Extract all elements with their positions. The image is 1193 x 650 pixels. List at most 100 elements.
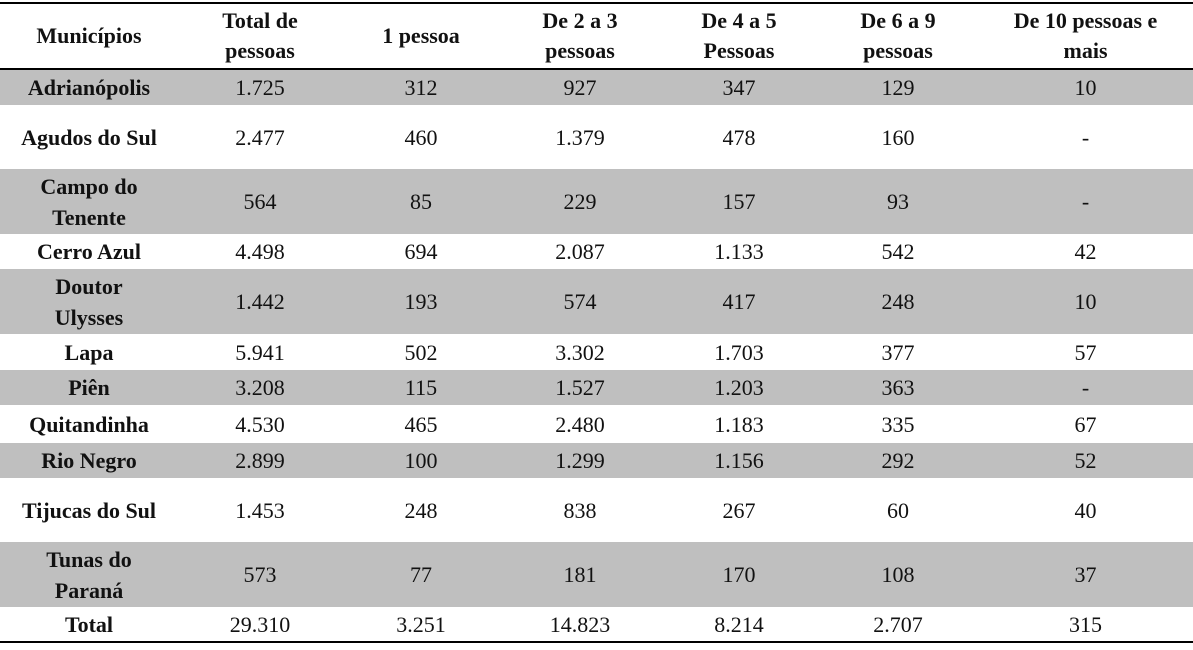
table-row: Rio Negro 2.899 100 1.299 1.156 292 52 — [0, 443, 1193, 478]
value-cell: 1.453 — [235, 497, 285, 523]
value-cell: 542 — [881, 239, 915, 264]
value-cell: 838 — [563, 497, 597, 523]
value-cell: 37 — [978, 542, 1193, 607]
value-cell: 2.707 — [873, 611, 923, 637]
municipality-name: Piên — [68, 375, 110, 400]
value-cell: 573 — [178, 542, 342, 607]
header-text: De 4 a 5 Pessoas — [701, 8, 777, 63]
municipality-cell: Campo do Tenente — [0, 169, 178, 234]
value-cell: 363 — [818, 370, 978, 405]
value-cell: 3.208 — [178, 370, 342, 405]
value-cell: 417 — [660, 269, 818, 334]
value-cell: 129 — [818, 69, 978, 105]
header-cell: De 6 a 9 pessoas — [818, 3, 978, 69]
value-cell: 1.725 — [178, 69, 342, 105]
value-cell: 1.133 — [714, 239, 764, 264]
municipality-name: Tunas do Paraná — [46, 546, 132, 603]
value-cell: 1.156 — [660, 443, 818, 478]
municipality-cell: Tunas do Paraná — [0, 542, 178, 607]
value-cell: 1.442 — [178, 269, 342, 334]
value-cell: 267 — [722, 497, 756, 523]
value-cell: 2.477 — [235, 124, 285, 150]
value-cell: 694 — [404, 239, 438, 264]
value-cell: 478 — [722, 124, 756, 150]
header-text: De 6 a 9 pessoas — [860, 8, 936, 63]
municipality-cell: Adrianópolis — [0, 69, 178, 105]
table-header: Municípios Total de pessoas 1 pessoa De 2 a… — [0, 3, 1193, 69]
value-cell: 52 — [978, 443, 1193, 478]
value-cell: 5.941 — [235, 339, 285, 365]
municipality-name: Agudos do Sul — [21, 124, 157, 150]
value-cell: 60 — [887, 497, 909, 523]
municipality-name: Lapa — [64, 339, 114, 365]
municipality-name: Campo do Tenente — [40, 173, 138, 230]
header-text: 1 pessoa — [382, 23, 460, 48]
municipality-cell: Agudos do Sul — [0, 105, 178, 169]
municipality-cell: Tijucas do Sul — [0, 478, 178, 542]
value-cell: 108 — [818, 542, 978, 607]
value-cell: 85 — [342, 169, 500, 234]
value-cell: 1.299 — [500, 443, 660, 478]
municipality-cell: Cerro Azul — [0, 234, 178, 269]
header-text: De 2 a 3 pessoas — [542, 8, 618, 63]
value-cell: 1.527 — [500, 370, 660, 405]
municipality-cell: Rio Negro — [0, 443, 178, 478]
table-row: Lapa 5.941 502 3.302 1.703 377 57 — [0, 334, 1193, 370]
value-cell: 3.251 — [396, 611, 446, 637]
table-row: Cerro Azul 4.498 694 2.087 1.133 542 42 — [0, 234, 1193, 269]
value-cell: 29.310 — [229, 611, 291, 637]
header-cell: De 4 a 5 Pessoas — [660, 3, 818, 69]
table-row: Total 29.310 3.251 14.823 8.214 2.707 315 — [0, 607, 1193, 642]
value-cell: 93 — [818, 169, 978, 234]
value-cell: 77 — [342, 542, 500, 607]
municipality-name: Doutor Ulysses — [54, 273, 124, 330]
value-cell: 14.823 — [549, 611, 611, 637]
value-cell: 465 — [404, 411, 438, 437]
value-cell: 57 — [1074, 339, 1097, 365]
value-cell: 347 — [660, 69, 818, 105]
value-cell: 100 — [342, 443, 500, 478]
value-cell: 2.480 — [555, 411, 605, 437]
value-cell: 1.379 — [555, 124, 605, 150]
value-cell: 8.214 — [714, 611, 764, 637]
header-cell: De 10 pessoas e mais — [978, 3, 1193, 69]
municipality-cell: Quitandinha — [0, 405, 178, 443]
table-row: Agudos do Sul 2.477 460 1.379 478 160 - — [0, 105, 1193, 169]
municipality-cell: Total — [0, 607, 178, 642]
value-cell: 4.498 — [235, 239, 285, 264]
header-text: Total de pessoas — [222, 8, 298, 63]
table-row: Adrianópolis 1.725 312 927 347 129 10 — [0, 69, 1193, 105]
value-cell: 115 — [342, 370, 500, 405]
value-cell: 2.087 — [555, 239, 605, 264]
value-cell: 193 — [342, 269, 500, 334]
value-cell: 335 — [881, 411, 915, 437]
header-text: Municípios — [36, 23, 142, 48]
municipality-name: Cerro Azul — [36, 239, 142, 264]
value-cell: 927 — [500, 69, 660, 105]
value-cell: 564 — [178, 169, 342, 234]
value-cell: 3.302 — [555, 339, 605, 365]
value-cell: 460 — [404, 124, 438, 150]
value-cell: 10 — [978, 269, 1193, 334]
value-cell: 377 — [881, 339, 915, 365]
header-cell: Municípios — [0, 3, 178, 69]
value-cell: 157 — [660, 169, 818, 234]
table-row: Doutor Ulysses 1.442 193 574 417 248 10 — [0, 269, 1193, 334]
value-cell: 312 — [342, 69, 500, 105]
value-cell: 1.183 — [714, 411, 764, 437]
value-cell: 170 — [660, 542, 818, 607]
value-cell: 42 — [1074, 239, 1097, 264]
value-cell: 248 — [404, 497, 438, 523]
municipality-name: Adrianópolis — [27, 75, 151, 100]
table-body: Adrianópolis 1.725 312 927 347 129 10 Agudos do… — [0, 69, 1193, 642]
value-cell: 292 — [818, 443, 978, 478]
header-cell: 1 pessoa — [342, 3, 500, 69]
value-cell: - — [978, 169, 1193, 234]
header-row: Municípios Total de pessoas 1 pessoa De 2 a… — [0, 3, 1193, 69]
value-cell: - — [1081, 124, 1090, 150]
value-cell: 1.203 — [660, 370, 818, 405]
value-cell: 4.530 — [235, 411, 285, 437]
table-row: Quitandinha 4.530 465 2.480 1.183 335 67 — [0, 405, 1193, 443]
value-cell: 502 — [404, 339, 438, 365]
